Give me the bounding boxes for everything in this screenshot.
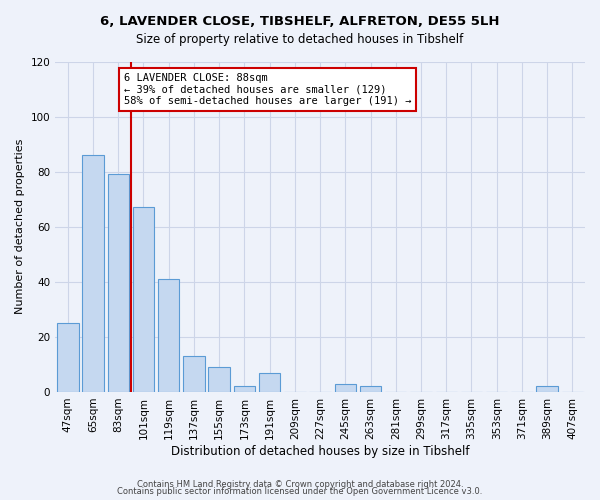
Bar bbox=[259, 372, 280, 392]
Bar bbox=[133, 208, 154, 392]
Text: Size of property relative to detached houses in Tibshelf: Size of property relative to detached ho… bbox=[136, 32, 464, 46]
Bar bbox=[208, 367, 230, 392]
Text: Contains HM Land Registry data © Crown copyright and database right 2024.: Contains HM Land Registry data © Crown c… bbox=[137, 480, 463, 489]
Y-axis label: Number of detached properties: Number of detached properties bbox=[15, 139, 25, 314]
Bar bbox=[536, 386, 558, 392]
Bar bbox=[360, 386, 381, 392]
Bar bbox=[335, 384, 356, 392]
Bar bbox=[158, 279, 179, 392]
Bar bbox=[107, 174, 129, 392]
Bar bbox=[82, 155, 104, 392]
Text: Contains public sector information licensed under the Open Government Licence v3: Contains public sector information licen… bbox=[118, 487, 482, 496]
Bar bbox=[233, 386, 255, 392]
Bar bbox=[183, 356, 205, 392]
X-axis label: Distribution of detached houses by size in Tibshelf: Distribution of detached houses by size … bbox=[171, 444, 469, 458]
Bar bbox=[57, 323, 79, 392]
Text: 6, LAVENDER CLOSE, TIBSHELF, ALFRETON, DE55 5LH: 6, LAVENDER CLOSE, TIBSHELF, ALFRETON, D… bbox=[100, 15, 500, 28]
Text: 6 LAVENDER CLOSE: 88sqm
← 39% of detached houses are smaller (129)
58% of semi-d: 6 LAVENDER CLOSE: 88sqm ← 39% of detache… bbox=[124, 73, 412, 106]
